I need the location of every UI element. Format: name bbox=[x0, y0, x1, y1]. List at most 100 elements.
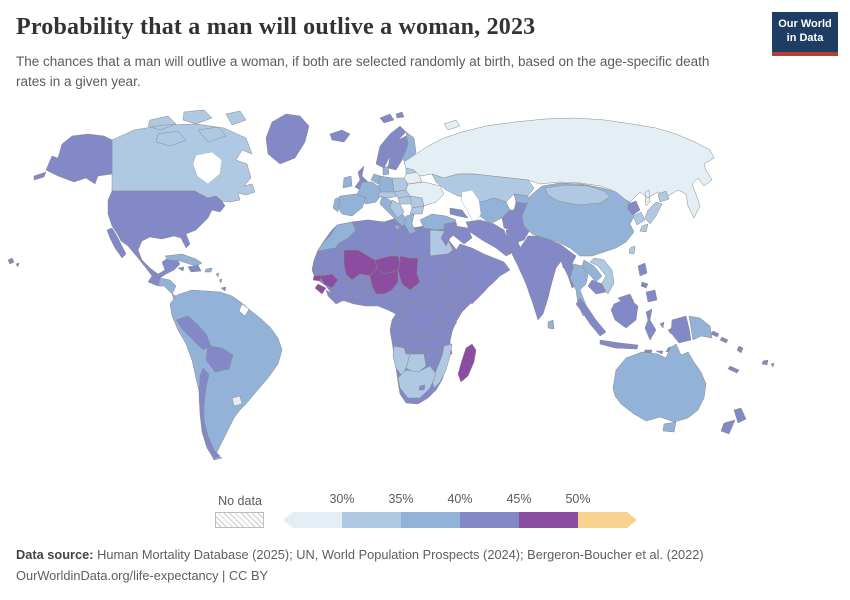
region-bulgaria[interactable] bbox=[409, 205, 425, 215]
region-south-africa[interactable] bbox=[397, 365, 437, 399]
region-bolivia[interactable] bbox=[205, 345, 234, 373]
region-pakistan[interactable] bbox=[505, 223, 531, 257]
region-car[interactable] bbox=[403, 289, 431, 305]
region-india[interactable] bbox=[511, 235, 577, 321]
region-sri-lanka[interactable] bbox=[547, 319, 555, 330]
region-saudi-arabia[interactable] bbox=[455, 243, 511, 295]
region-guinea-bissau[interactable] bbox=[312, 274, 323, 282]
region-algeria[interactable] bbox=[347, 219, 401, 261]
owid-logo: Our World in Data bbox=[772, 12, 838, 56]
region-ukraine[interactable] bbox=[405, 181, 445, 207]
region-philippines[interactable] bbox=[637, 262, 658, 303]
region-ivory-coast[interactable] bbox=[333, 281, 353, 302]
region-senegal[interactable] bbox=[312, 263, 331, 276]
legend-tick-50: 50% bbox=[565, 492, 591, 506]
region-french-guiana[interactable] bbox=[238, 303, 250, 317]
region-caucasus[interactable] bbox=[449, 207, 469, 219]
region-iceland[interactable] bbox=[329, 129, 351, 143]
region-uruguay[interactable] bbox=[231, 395, 243, 407]
region-namibia[interactable] bbox=[392, 345, 411, 377]
legend-segment-30-35[interactable] bbox=[342, 512, 401, 528]
legend-color-bar[interactable] bbox=[283, 512, 637, 528]
data-source-text: Human Mortality Database (2025); UN, Wor… bbox=[93, 547, 704, 562]
region-cambodia[interactable] bbox=[587, 279, 607, 295]
region-balkans[interactable] bbox=[389, 199, 405, 219]
region-mongolia[interactable] bbox=[544, 184, 611, 206]
owid-logo-line1: Our World bbox=[778, 18, 832, 31]
region-svalbard[interactable] bbox=[379, 111, 405, 124]
region-puerto-rico[interactable] bbox=[204, 267, 213, 273]
region-hispaniola[interactable] bbox=[187, 264, 202, 273]
region-jamaica[interactable] bbox=[177, 266, 185, 272]
region-greece[interactable] bbox=[403, 213, 417, 235]
region-solomon-islands[interactable] bbox=[710, 330, 729, 344]
legend-tick-35: 35% bbox=[388, 492, 414, 506]
region-gabon-congo[interactable] bbox=[391, 309, 409, 327]
region-fiji[interactable] bbox=[761, 359, 775, 368]
region-chad[interactable] bbox=[397, 255, 421, 291]
region-lesser-antilles[interactable] bbox=[215, 272, 223, 284]
region-madagascar[interactable] bbox=[457, 343, 477, 383]
region-north-korea[interactable] bbox=[627, 200, 641, 216]
region-mozambique[interactable] bbox=[431, 343, 453, 389]
caspian-sea bbox=[460, 189, 482, 225]
map-legend: No data 30% 35% 40% 45% 50% bbox=[0, 492, 850, 536]
region-sierra-leone[interactable] bbox=[314, 283, 327, 295]
world-map bbox=[0, 98, 850, 480]
region-japan[interactable] bbox=[639, 190, 670, 233]
data-source-line: Data source: Human Mortality Database (2… bbox=[16, 544, 836, 565]
region-new-zealand[interactable] bbox=[720, 407, 747, 435]
legend-segment-40-45[interactable] bbox=[460, 512, 519, 528]
region-sweden[interactable] bbox=[387, 135, 409, 171]
region-vanuatu[interactable] bbox=[736, 345, 744, 354]
region-cuba[interactable] bbox=[164, 253, 203, 267]
region-portugal[interactable] bbox=[332, 196, 341, 213]
region-jordan-israel[interactable] bbox=[440, 231, 451, 247]
region-lesotho[interactable] bbox=[418, 384, 426, 391]
region-honduras-nicaragua[interactable] bbox=[157, 277, 177, 295]
region-taiwan[interactable] bbox=[628, 245, 636, 255]
no-data-swatch[interactable] bbox=[215, 512, 264, 528]
region-australia[interactable] bbox=[612, 343, 707, 433]
region-south-america[interactable] bbox=[169, 289, 283, 461]
region-zimbabwe[interactable] bbox=[423, 349, 439, 365]
region-spain[interactable] bbox=[335, 193, 367, 217]
hudson-bay bbox=[192, 151, 223, 185]
region-benelux[interactable] bbox=[370, 173, 381, 185]
region-iraq[interactable] bbox=[453, 225, 473, 245]
region-burkina-faso[interactable] bbox=[345, 273, 371, 283]
region-papua-new-guinea[interactable] bbox=[688, 315, 713, 341]
region-guinea[interactable] bbox=[319, 273, 339, 289]
region-tanzania[interactable] bbox=[439, 305, 459, 327]
region-canada[interactable] bbox=[111, 109, 256, 203]
region-trinidad[interactable] bbox=[220, 286, 227, 292]
region-alpine[interactable] bbox=[377, 191, 399, 199]
region-zambia[interactable] bbox=[425, 335, 447, 353]
legend-tick-40: 40% bbox=[447, 492, 473, 506]
legend-segment-45-50[interactable] bbox=[519, 512, 578, 528]
region-liberia[interactable] bbox=[325, 289, 343, 305]
region-russia[interactable] bbox=[403, 117, 715, 219]
region-chile[interactable] bbox=[198, 367, 221, 460]
legend-segment-50[interactable] bbox=[578, 512, 637, 528]
region-ireland[interactable] bbox=[342, 175, 353, 189]
region-cameroon[interactable] bbox=[389, 281, 407, 309]
region-china[interactable] bbox=[521, 182, 635, 257]
owid-logo-line2: in Data bbox=[786, 32, 824, 44]
page-title: Probability that a man will outlive a wo… bbox=[16, 14, 536, 40]
region-angola[interactable] bbox=[397, 335, 429, 351]
legend-segment-30[interactable] bbox=[283, 512, 342, 528]
region-denmark[interactable] bbox=[382, 165, 390, 176]
region-peru[interactable] bbox=[175, 315, 212, 351]
legend-segment-35-40[interactable] bbox=[401, 512, 460, 528]
legend-tick-labels: 30% 35% 40% 45% 50% bbox=[283, 492, 637, 510]
legend-tick-45: 45% bbox=[506, 492, 532, 506]
region-greenland[interactable] bbox=[265, 113, 310, 165]
choropleth-svg bbox=[7, 109, 775, 461]
region-south-korea[interactable] bbox=[632, 211, 646, 226]
region-united-states[interactable] bbox=[7, 133, 226, 268]
legend-tick-30: 30% bbox=[329, 492, 355, 506]
region-new-caledonia[interactable] bbox=[727, 365, 740, 374]
chart-footer: Data source: Human Mortality Database (2… bbox=[16, 544, 836, 586]
